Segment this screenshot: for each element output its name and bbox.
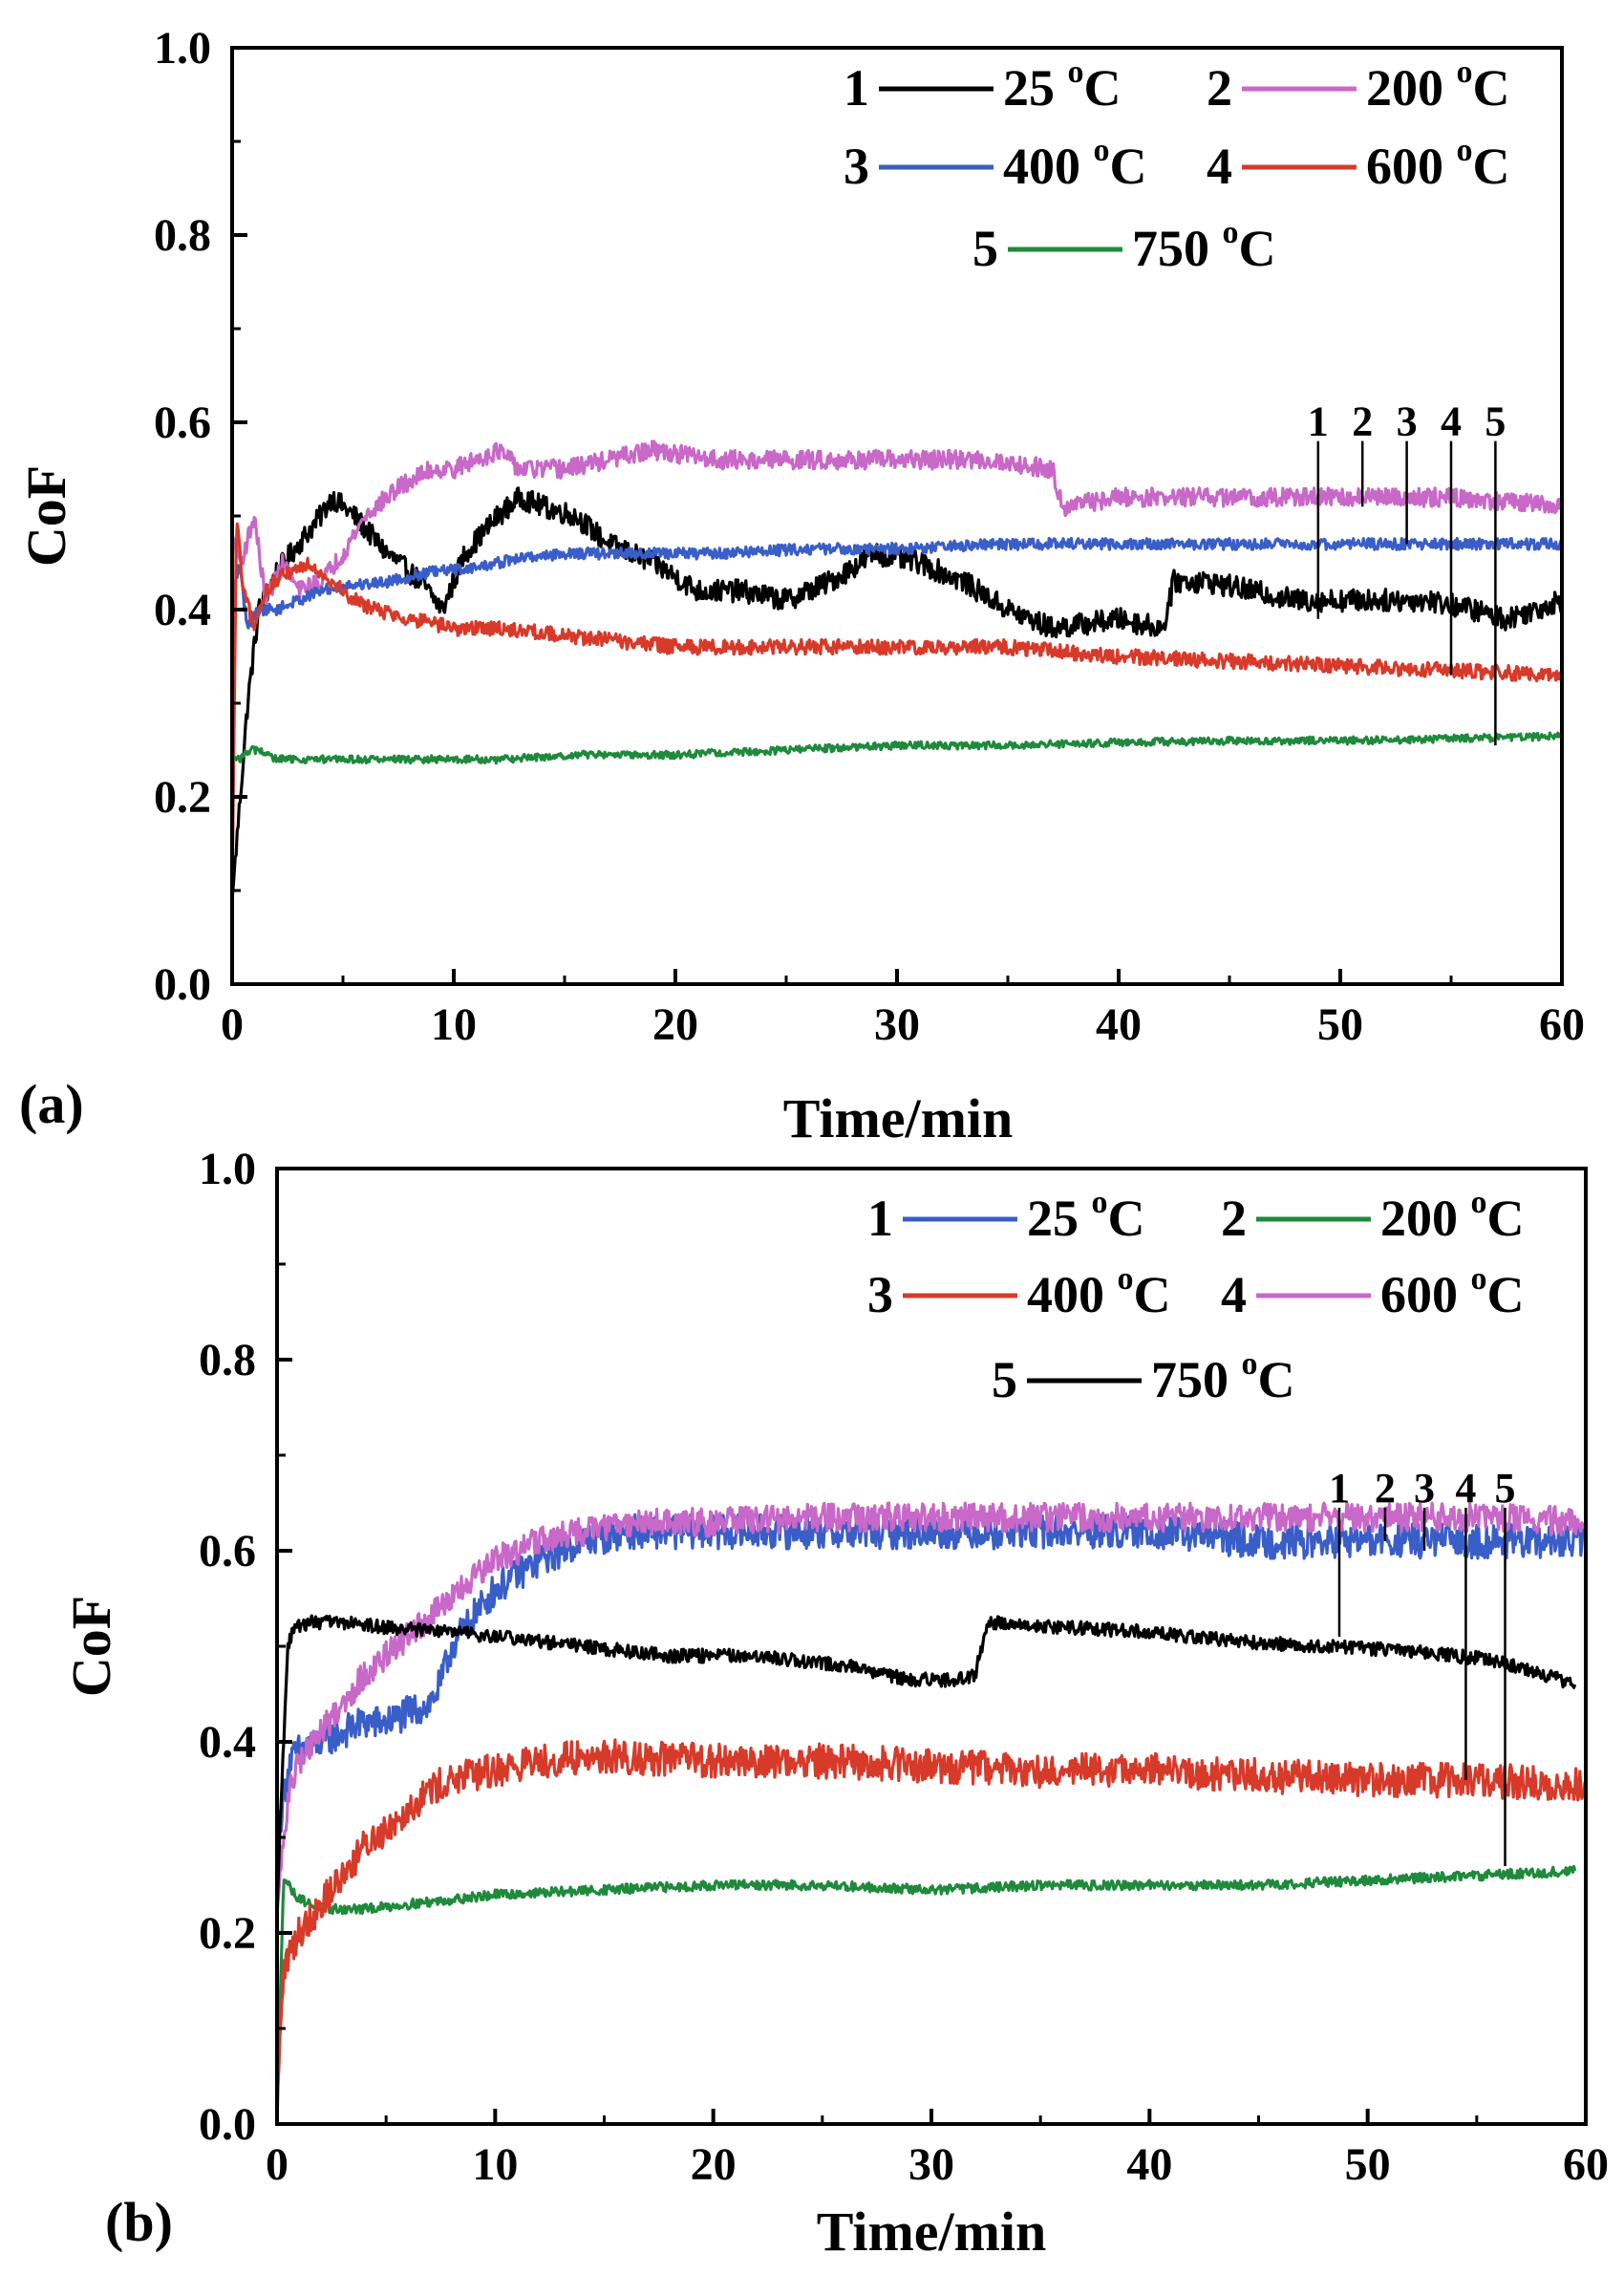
y-tick-labels-b: 0.0 0.2 0.4 0.6 0.8 1.0 (199, 1144, 256, 2150)
y-tick-label: 1.0 (199, 1144, 256, 1194)
series-layer-b (275, 1501, 1588, 2125)
x-tick-label: 60 (1563, 2139, 1609, 2190)
legend-temperature: 750 oC (1151, 1346, 1295, 1408)
axis-ticks-b (275, 1167, 1588, 2126)
legend-number: 2 (1207, 59, 1232, 117)
legend-temperature: 600 oC (1366, 133, 1510, 195)
series-line-2 (230, 440, 1564, 605)
plot-frame-a (230, 46, 1564, 986)
y-tick-labels-a: 0.0 0.2 0.4 0.6 0.8 1.0 (154, 23, 211, 1010)
legend-temperature: 200 oC (1380, 1185, 1525, 1247)
legend-item-4: 4 600 oC (1207, 133, 1510, 195)
x-tick-labels-b: 0 10 20 30 40 50 60 (266, 2139, 1609, 2190)
legend-number: 5 (972, 220, 998, 277)
y-tick-label: 0.4 (154, 585, 211, 635)
legend-a: 1 25 oC 2 200 oC 3 400 oC 4 600 oC 5 750 oC (844, 54, 1510, 277)
legend-item-4: 4 600 oC (1221, 1261, 1525, 1323)
y-tick-label: 1.0 (154, 23, 211, 74)
series-line-2 (275, 1864, 1577, 2125)
legend-item-3: 3 400 oC (867, 1261, 1171, 1323)
x-tick-label: 20 (652, 999, 698, 1050)
legend-temperature: 25 oC (1027, 1185, 1145, 1247)
series-line-5 (275, 1614, 1577, 1915)
y-axis-title-a: CoF (15, 465, 77, 567)
marker-label: 4 (1441, 398, 1462, 445)
x-tick-label: 0 (266, 2139, 288, 2190)
x-axis-title-b: Time/min (817, 2200, 1047, 2263)
legend-temperature: 25 oC (1003, 54, 1122, 117)
x-tick-label: 10 (431, 999, 477, 1050)
x-tick-label: 30 (908, 2139, 954, 2190)
x-tick-label: 10 (472, 2139, 518, 2190)
legend-number: 1 (867, 1190, 893, 1247)
marker-label: 1 (1329, 1465, 1350, 1512)
x-tick-label: 30 (874, 999, 920, 1050)
legend-number: 1 (844, 59, 869, 117)
legend-temperature: 400 oC (1003, 133, 1147, 195)
legend-item-5: 5 750 oC (972, 215, 1276, 277)
legend-item-5: 5 750 oC (992, 1346, 1295, 1408)
y-axis-title-b: CoF (60, 1596, 122, 1697)
legend-number: 3 (867, 1266, 893, 1323)
y-tick-label: 0.6 (199, 1526, 256, 1577)
y-tick-label: 0.6 (154, 397, 211, 448)
legend-item-3: 3 400 oC (844, 133, 1147, 195)
y-tick-label: 0.0 (199, 2099, 256, 2150)
y-tick-label: 0.4 (199, 1717, 256, 1768)
chart-panel-b: 0.0 0.2 0.4 0.6 0.8 1.0 0 10 20 30 40 50… (60, 1144, 1609, 2263)
legend-number: 3 (844, 138, 869, 195)
legend-item-1: 1 25 oC (867, 1185, 1145, 1247)
legend-item-2: 2 200 oC (1221, 1185, 1525, 1247)
x-tick-label: 40 (1126, 2139, 1172, 2190)
x-tick-label: 60 (1539, 999, 1585, 1050)
legend-temperature: 600 oC (1380, 1261, 1525, 1323)
axis-ticks-a (230, 46, 1564, 986)
legend-temperature: 750 oC (1132, 215, 1276, 277)
marker-label: 5 (1495, 1465, 1516, 1512)
legend-b: 1 25 oC 2 200 oC 3 400 oC 4 600 oC 5 750 oC (867, 1185, 1525, 1408)
x-tick-label: 0 (221, 999, 244, 1050)
legend-temperature: 400 oC (1027, 1261, 1171, 1323)
y-tick-label: 0.0 (154, 959, 211, 1010)
x-tick-label: 50 (1317, 999, 1363, 1050)
legend-number: 2 (1221, 1190, 1247, 1247)
x-tick-label: 40 (1096, 999, 1142, 1050)
y-tick-label: 0.2 (199, 1908, 256, 1959)
y-tick-label: 0.2 (154, 772, 211, 823)
legend-number: 5 (992, 1351, 1017, 1408)
legend-item-1: 1 25 oC (844, 54, 1122, 117)
series-line-3 (230, 536, 1564, 630)
x-tick-label: 50 (1345, 2139, 1391, 2190)
marker-label: 1 (1308, 398, 1329, 445)
marker-label: 2 (1375, 1465, 1396, 1512)
panel-label-b: (b) (105, 2191, 173, 2253)
marker-label: 5 (1485, 398, 1506, 445)
y-tick-label: 0.8 (199, 1335, 256, 1385)
legend-number: 4 (1221, 1266, 1247, 1323)
panel-label-a: (a) (19, 1073, 84, 1135)
x-tick-label: 20 (691, 2139, 737, 2190)
x-axis-title-a: Time/min (783, 1087, 1014, 1149)
y-tick-label: 0.8 (154, 210, 211, 261)
marker-label: 3 (1397, 398, 1418, 445)
chart-panel-a: 0.0 0.2 0.4 0.6 0.8 1.0 0 10 20 30 40 50… (15, 23, 1585, 1149)
x-tick-labels-a: 0 10 20 30 40 50 60 (221, 999, 1585, 1050)
legend-item-2: 2 200 oC (1207, 54, 1510, 117)
marker-label: 3 (1414, 1465, 1435, 1512)
legend-number: 4 (1207, 138, 1232, 195)
series-line-5 (231, 731, 1563, 765)
marker-label: 2 (1352, 398, 1373, 445)
marker-label: 4 (1455, 1465, 1476, 1512)
series-layer-a (230, 440, 1564, 900)
series-line-4 (230, 522, 1564, 891)
legend-temperature: 200 oC (1366, 54, 1510, 117)
series-line-4 (275, 1501, 1588, 1915)
series-line-3 (275, 1738, 1588, 2106)
